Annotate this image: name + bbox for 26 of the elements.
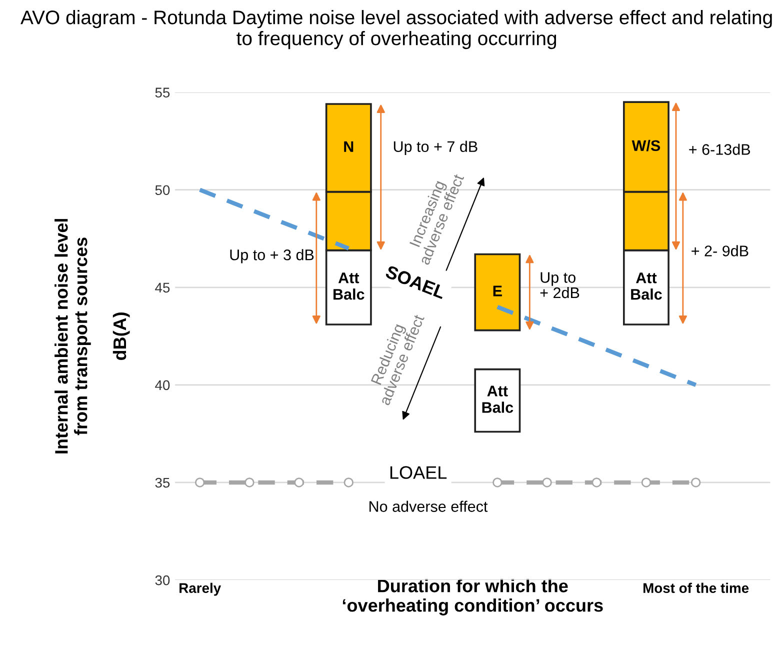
y-tick-label: 40 xyxy=(155,380,170,390)
bar xyxy=(474,368,521,433)
bar xyxy=(474,253,521,332)
y-tick-label: 45 xyxy=(155,282,170,293)
text: LOAEL xyxy=(390,466,447,479)
data-label: W/S xyxy=(632,140,660,152)
y-tick-label: 30 xyxy=(155,575,170,586)
x-tick-label: Rarely xyxy=(180,582,222,596)
annotation: Up to + 7 dB xyxy=(394,140,478,156)
data-label: Att Balc xyxy=(482,386,514,413)
data-label: Att Balc xyxy=(631,272,662,300)
y-tick-label: 50 xyxy=(155,185,170,196)
annotation: + 2- 9dB xyxy=(692,245,748,256)
x-tick-label: Most of the time xyxy=(644,582,749,594)
data-label: E xyxy=(493,286,502,296)
data-label: N xyxy=(344,141,354,152)
annotation: Up to + 2dB xyxy=(540,272,580,298)
data-label: Att Balc xyxy=(334,272,364,300)
chart-title: AVO diagram - Rotunda Daytime noise level associated with adverse effect and relating to frequency of overheating occurring xyxy=(20,10,772,50)
x-axis-title: Duration for which the ‘overheating condition’ occurs xyxy=(342,579,603,616)
annotation: Up to + 3 dB xyxy=(230,249,314,264)
y-tick-label: 55 xyxy=(155,88,170,98)
annotation: + 6-13dB xyxy=(689,144,750,155)
annotation: No adverse effect xyxy=(370,500,488,512)
text: Internal ambient noise level from transport sources dB(A) xyxy=(54,219,130,454)
y-tick-label: 35 xyxy=(155,478,170,488)
